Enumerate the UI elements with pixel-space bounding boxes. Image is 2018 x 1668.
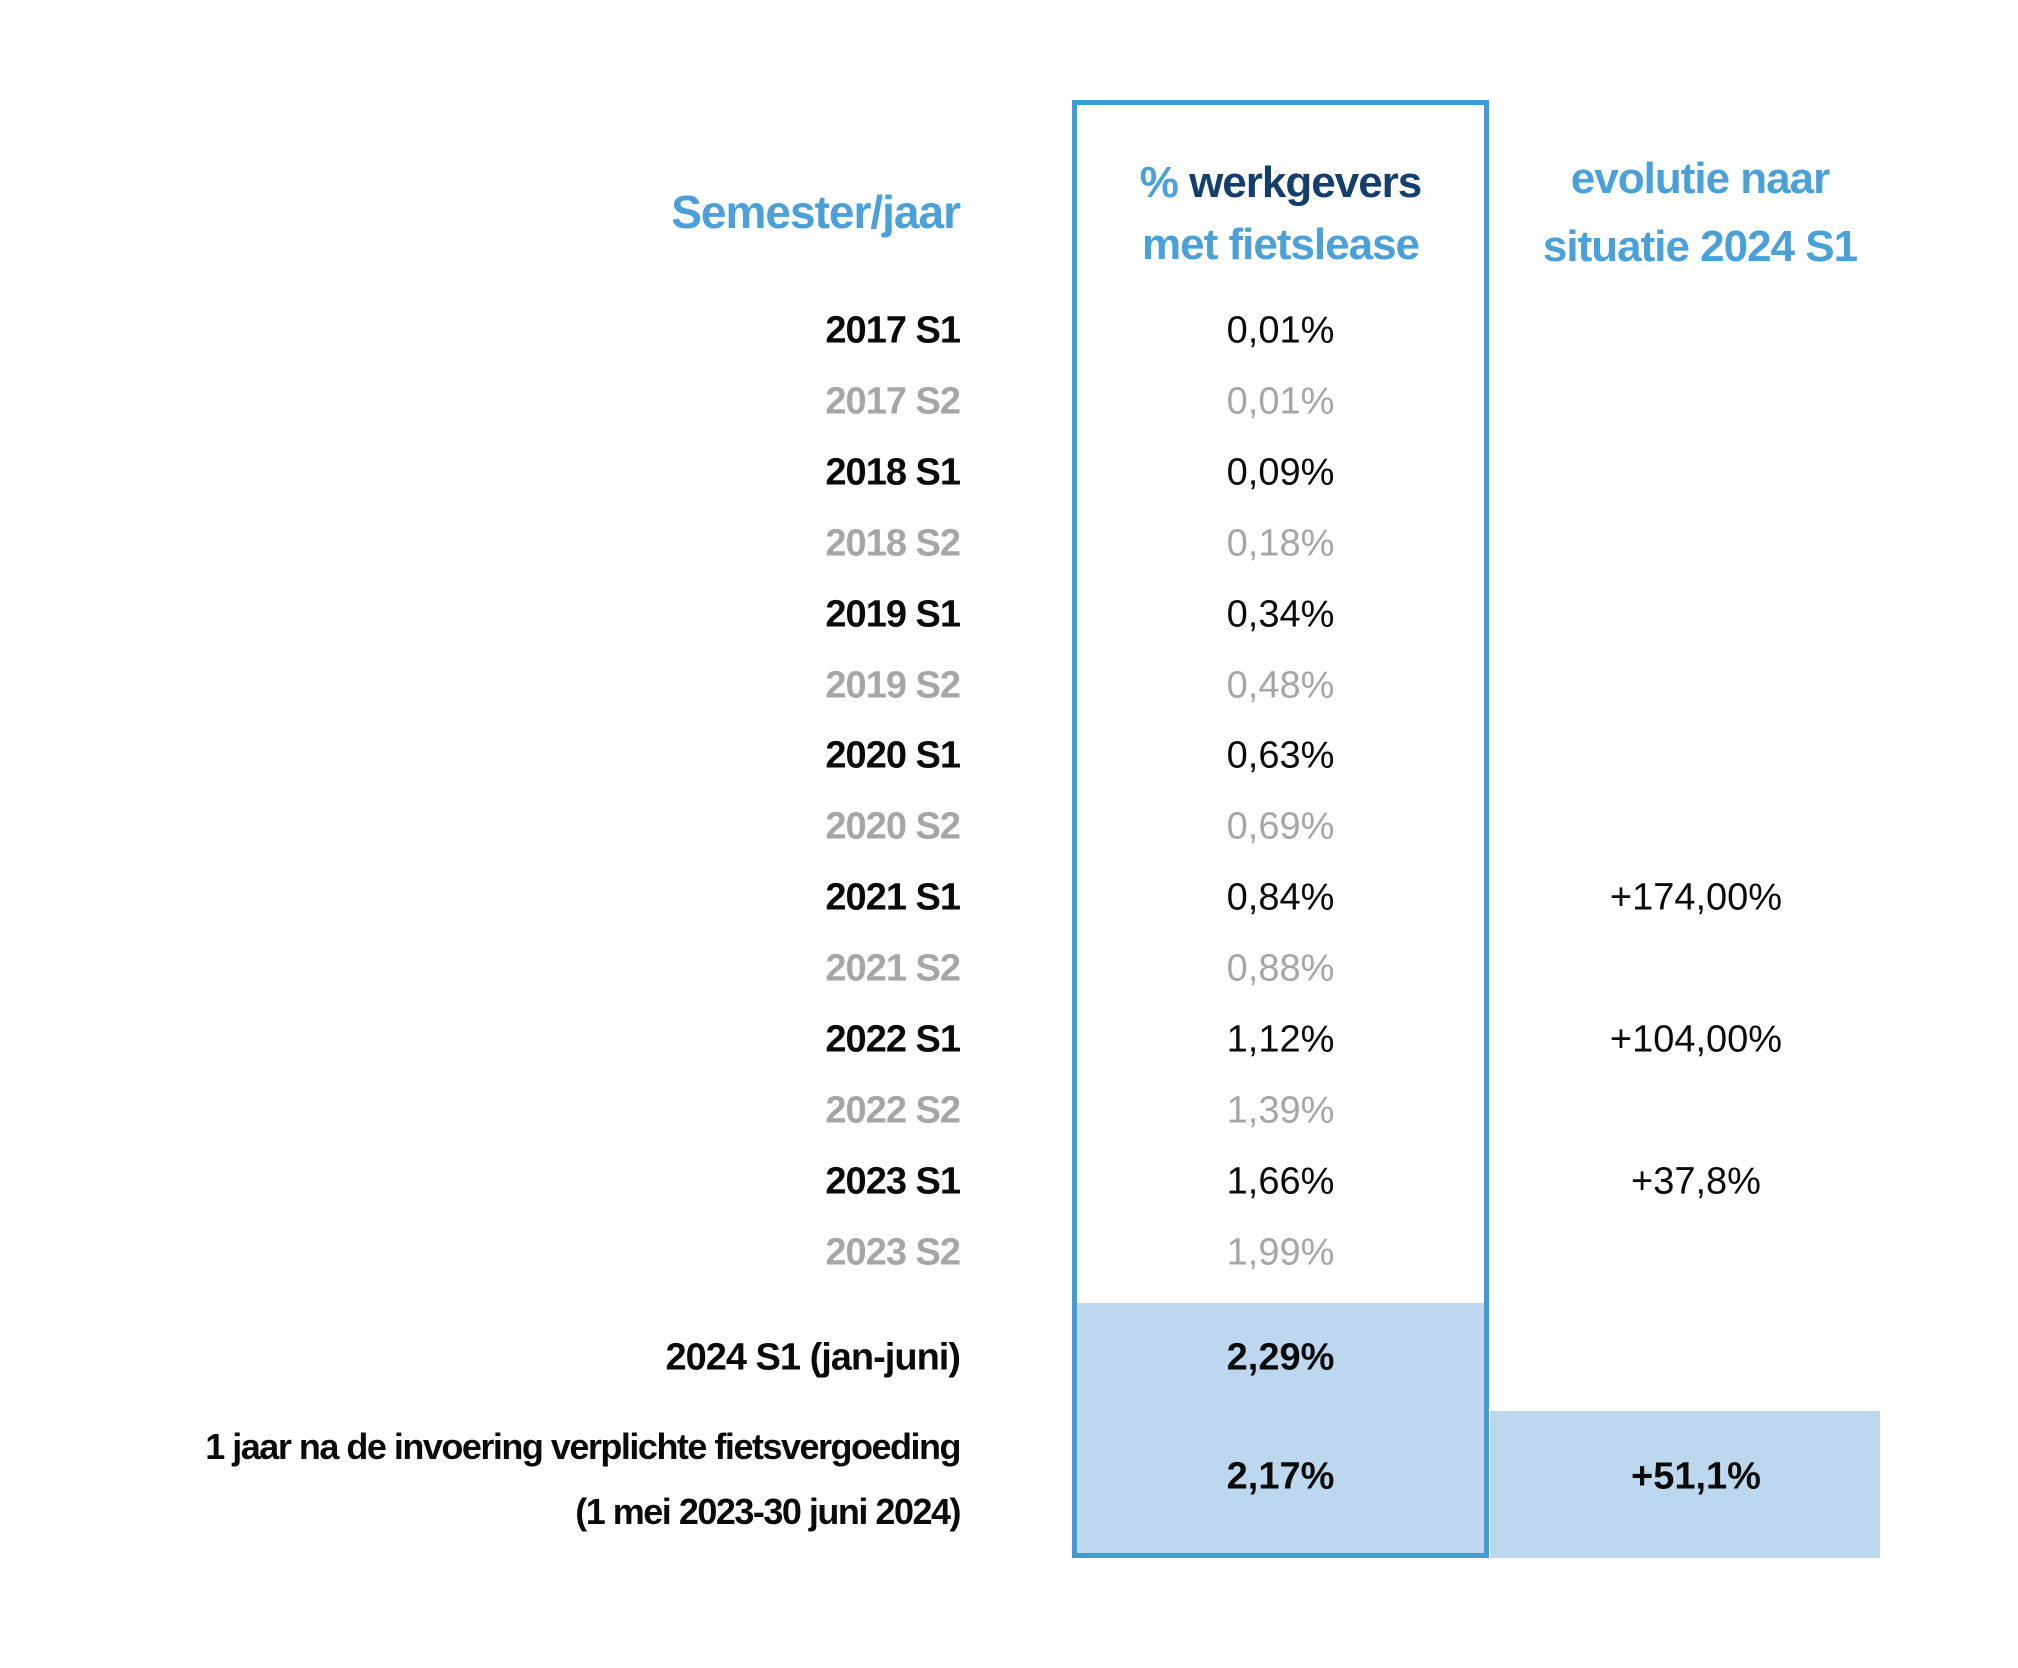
- value-column-highlight: [1077, 1303, 1484, 1553]
- value-cell: 0,48%: [1226, 664, 1335, 707]
- value-cell: 0,88%: [1226, 947, 1335, 990]
- evolution-header-line2: situatie 2024 S1: [1542, 222, 1858, 271]
- semester-label: 2023 S2: [825, 1231, 961, 1274]
- value-cell: 1,39%: [1226, 1089, 1335, 1132]
- value-header-line1: % werkgevers: [1077, 152, 1484, 214]
- semester-label: 2019 S2: [825, 664, 961, 707]
- value-cell: 1,12%: [1226, 1018, 1335, 1061]
- semester-year-header: Semester/jaar: [671, 186, 961, 238]
- value-cell: 0,63%: [1226, 734, 1335, 777]
- semester-label-1jaar-line1: 1 jaar na de invoering verplichte fietsv…: [205, 1426, 961, 1467]
- evolution-cell: +174,00%: [1609, 876, 1783, 919]
- evolution-header-line1: evolutie naar: [1570, 154, 1830, 203]
- semester-label: 2021 S1: [825, 876, 961, 919]
- semester-label: 2019 S1: [825, 593, 961, 636]
- semester-label: 2017 S2: [825, 380, 961, 423]
- value-cell: 0,18%: [1226, 522, 1335, 565]
- semester-label: 2023 S1: [825, 1160, 961, 1203]
- value-cell: 0,84%: [1226, 876, 1335, 919]
- semester-label-2024-s1: 2024 S1 (jan-juni): [665, 1336, 961, 1379]
- value-cell-2024-s1: 2,29%: [1226, 1336, 1335, 1379]
- semester-label: 2018 S2: [825, 522, 961, 565]
- semester-label: 2022 S1: [825, 1018, 961, 1061]
- value-cell: 0,69%: [1226, 805, 1335, 848]
- value-cell: 0,01%: [1226, 309, 1335, 352]
- semester-label: 2018 S1: [825, 451, 961, 494]
- value-column-box: [1072, 100, 1489, 1558]
- semester-label: 2021 S2: [825, 947, 961, 990]
- semester-label: 2017 S1: [825, 309, 961, 352]
- value-cell-1jaar: 2,17%: [1226, 1455, 1335, 1498]
- value-cell: 0,34%: [1226, 593, 1335, 636]
- evolution-column-header: evolutie naar situatie 2024 S1: [1490, 145, 1910, 281]
- evolution-highlight: [1490, 1411, 1880, 1558]
- evolution-cell: +104,00%: [1609, 1018, 1783, 1061]
- value-cell: 1,99%: [1226, 1231, 1335, 1274]
- value-column-header: % werkgevers met fietslease: [1077, 152, 1484, 276]
- percent-sign: %: [1139, 158, 1179, 207]
- evolution-cell: +37,8%: [1631, 1160, 1761, 1203]
- value-header-line2: met fietslease: [1141, 220, 1420, 269]
- semester-label: 2020 S1: [825, 734, 961, 777]
- semester-label: 2022 S2: [825, 1089, 961, 1132]
- evolution-cell-1jaar: +51,1%: [1631, 1455, 1761, 1498]
- value-header-werkgevers: werkgevers: [1177, 158, 1422, 207]
- value-cell: 0,09%: [1226, 451, 1335, 494]
- semester-label-1jaar-line2: (1 mei 2023-30 juni 2024): [575, 1491, 961, 1532]
- value-cell: 0,01%: [1226, 380, 1335, 423]
- value-cell: 1,66%: [1226, 1160, 1335, 1203]
- semester-label: 2020 S2: [825, 805, 961, 848]
